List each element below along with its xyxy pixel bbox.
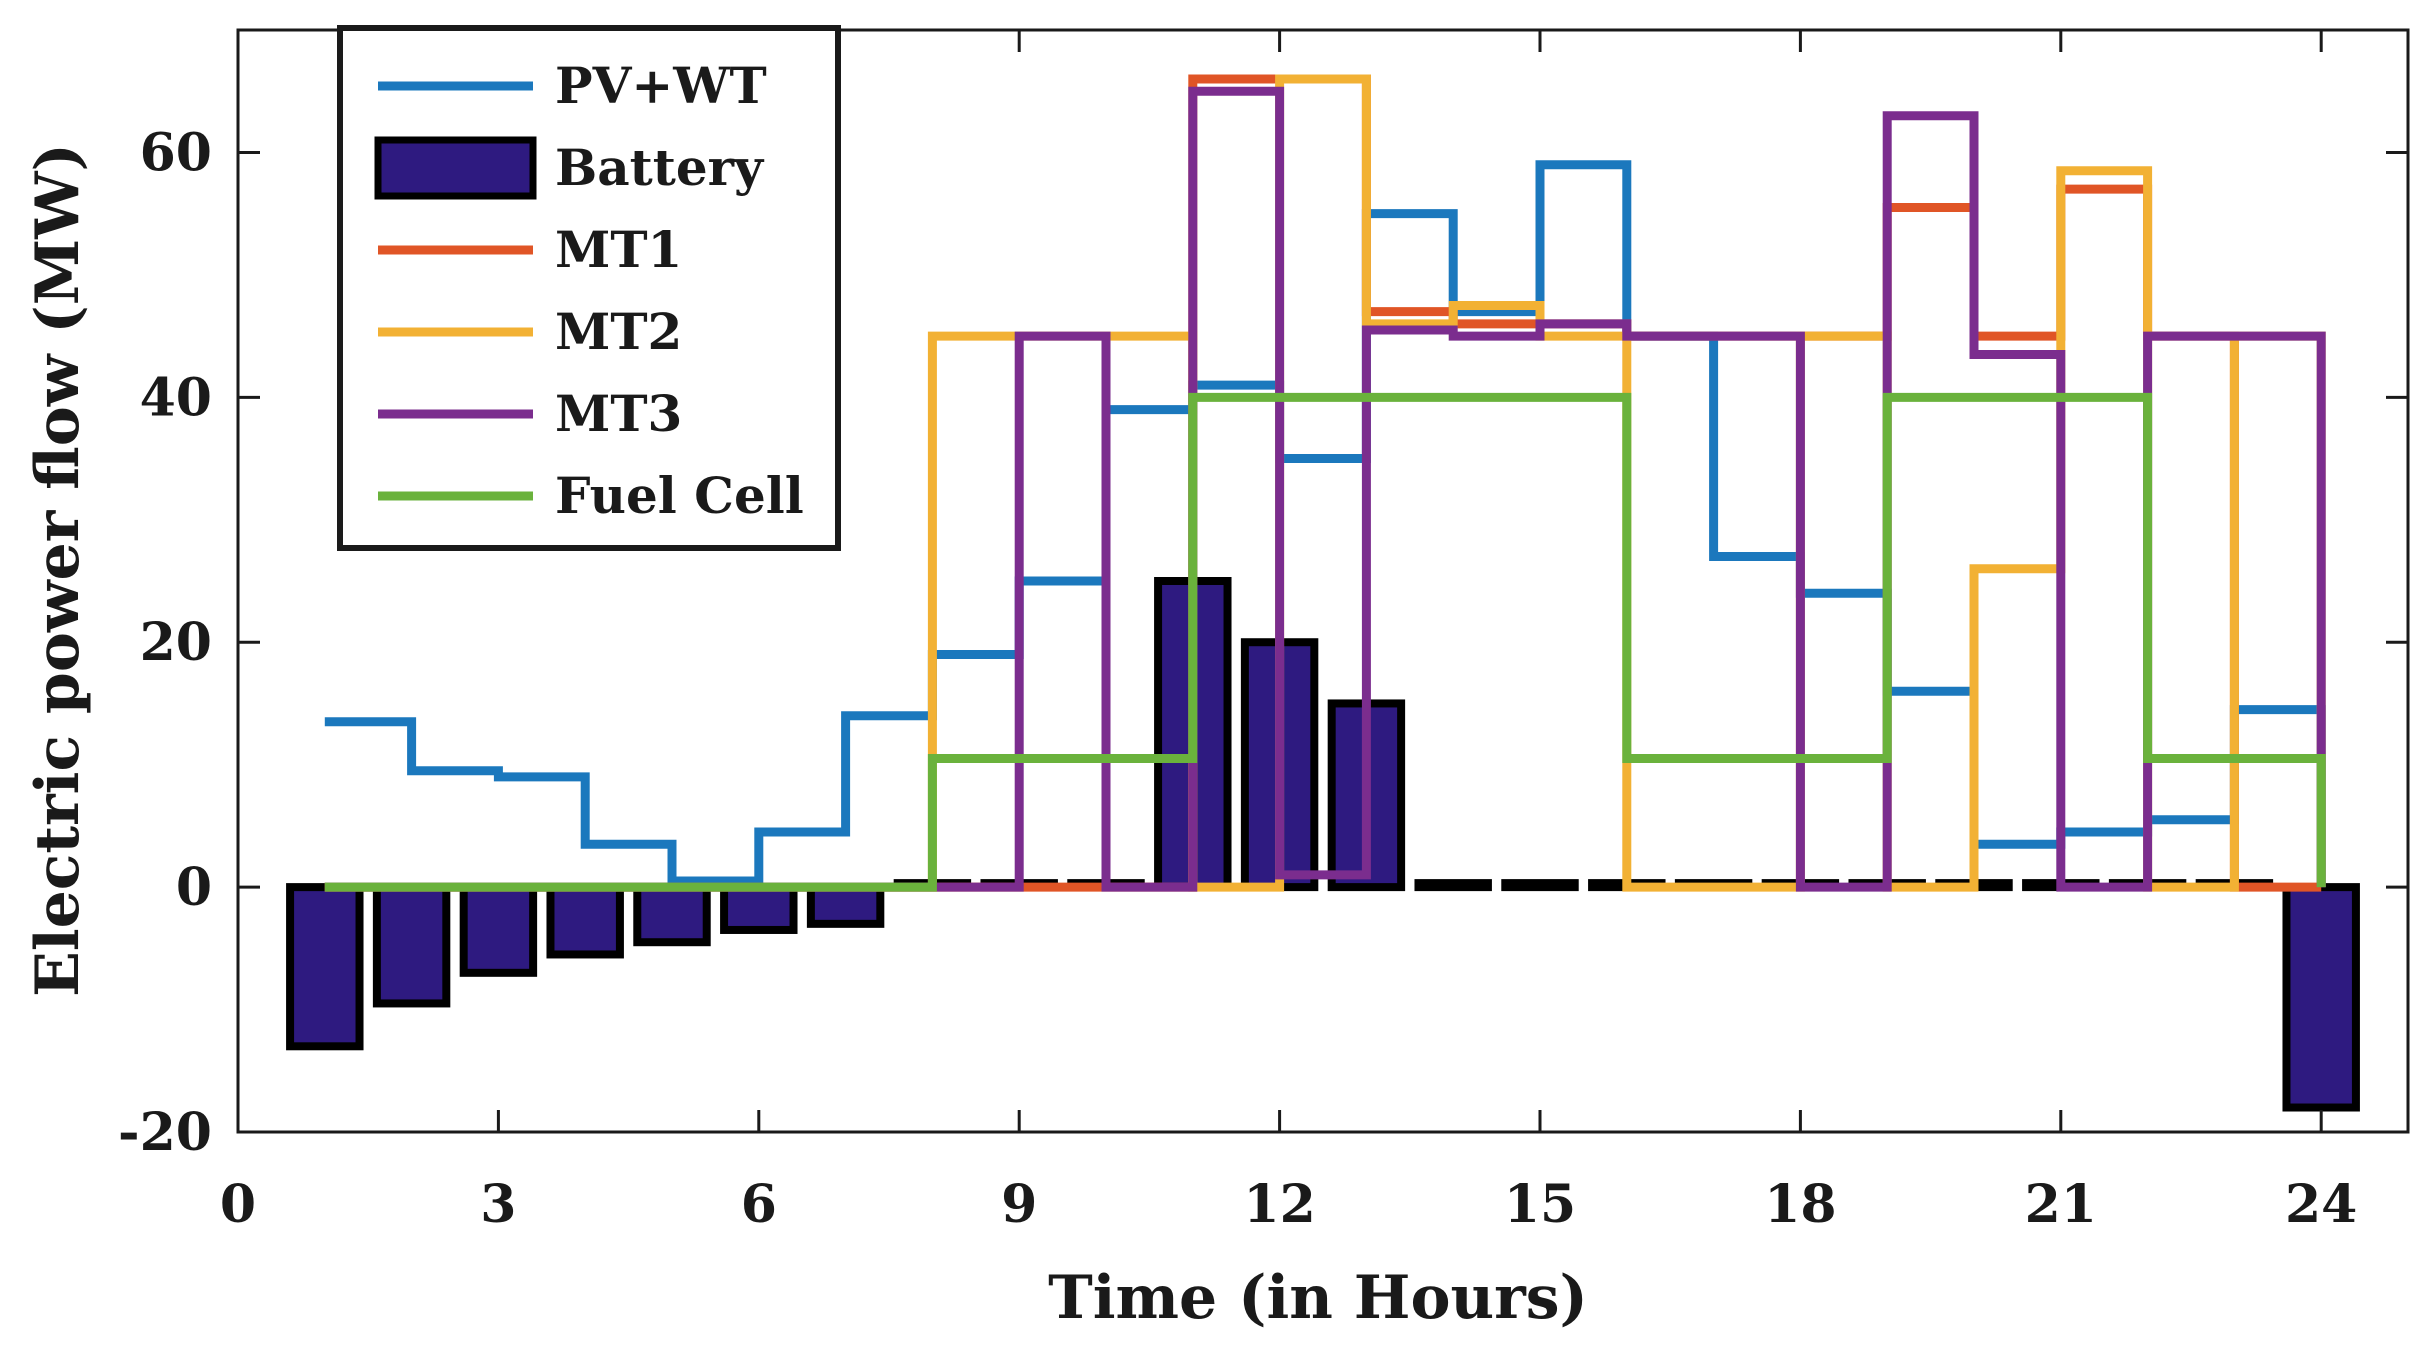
- x-tick-label-9: 9: [1001, 1174, 1037, 1235]
- axes: [236, 28, 2410, 1134]
- plot-frame: [236, 28, 2410, 1134]
- legend: PV+WT Battery MT1 MT2 MT3 Fuel Cell: [337, 25, 841, 551]
- battery-bar-hour-5: [633, 883, 711, 947]
- x-tick-label-0: 0: [220, 1174, 256, 1235]
- battery-bar-hour-1: [286, 883, 364, 1051]
- legend-label-pv-wt: PV+WT: [555, 56, 767, 115]
- y-tick-label-60: 60: [140, 122, 212, 183]
- x-tick-label-3: 3: [480, 1174, 516, 1235]
- legend-label-fuel-cell: Fuel Cell: [555, 466, 804, 525]
- series-line-fuel-cell: [324, 392, 2326, 892]
- legend-label-battery: Battery: [555, 138, 765, 197]
- battery-bar-hour-3: [459, 883, 538, 977]
- legend-label-mt3: MT3: [555, 384, 682, 443]
- battery-bar-hour-14: [1414, 879, 1492, 892]
- y-tick-label-40: 40: [140, 367, 212, 428]
- legend-label-mt1: MT1: [555, 220, 682, 279]
- legend-swatch-battery: [374, 136, 537, 200]
- battery-bar-hour-4: [546, 883, 624, 959]
- y-axis-title: Electric power flow (MW): [23, 143, 93, 997]
- x-tick-label-15: 15: [1504, 1174, 1576, 1235]
- x-axis-title: Time (in Hours): [1048, 1263, 1588, 1333]
- y-tick-label-20: 20: [140, 612, 212, 673]
- x-tick-label-6: 6: [741, 1174, 777, 1235]
- battery-bar-hour-24: [2282, 883, 2360, 1112]
- x-tick-label-18: 18: [1764, 1174, 1836, 1235]
- battery-bar-hour-7: [806, 883, 885, 928]
- battery-bar-hour-6: [720, 883, 798, 934]
- y-tick-label-0: 0: [176, 857, 212, 918]
- x-tick-label-12: 12: [1243, 1174, 1315, 1235]
- x-tick-label-21: 21: [2025, 1174, 2097, 1235]
- legend-box: [337, 25, 841, 551]
- y-tick-label--20: -20: [118, 1102, 212, 1163]
- legend-label-mt2: MT2: [555, 302, 682, 361]
- x-tick-label-24: 24: [2285, 1174, 2357, 1235]
- battery-bar-hour-2: [372, 883, 451, 1008]
- battery-bar-hour-15: [1501, 879, 1579, 892]
- series-lines: [324, 74, 2326, 892]
